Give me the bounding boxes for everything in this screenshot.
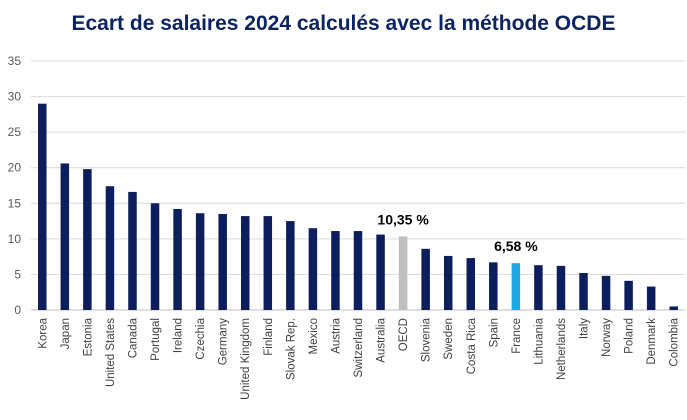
bar-poland (624, 280, 633, 310)
bar-slovenia (421, 248, 430, 310)
bar-korea (38, 103, 47, 310)
bar-costa-rica (466, 258, 476, 310)
x-tick-label: France (511, 318, 523, 354)
x-tick-label: Portugal (150, 318, 162, 361)
y-tick-label: 5 (14, 267, 21, 281)
bar-ireland (173, 208, 182, 310)
x-tick-label: Sweden (443, 318, 455, 360)
x-tick-label: Italy (579, 318, 591, 339)
bar-canada (128, 191, 137, 310)
bar-colombia (669, 306, 678, 310)
y-axis: 0 5 10 15 20 25 30 35 (8, 54, 22, 317)
bar-france (511, 263, 521, 310)
x-tick-label: Norway (601, 318, 613, 357)
category-labels: Korea Japan Estonia United States Canada Port… (37, 317, 680, 399)
y-tick-label: 25 (8, 125, 22, 139)
bar-norway (601, 275, 611, 310)
x-tick-label: Canada (127, 317, 139, 358)
x-tick-label: United Kingdom (240, 318, 252, 400)
y-tick-label: 10 (8, 232, 22, 246)
bars (38, 103, 678, 310)
x-tick-label: Spain (488, 318, 500, 347)
x-tick-label: Slovak Rep. (285, 318, 297, 380)
x-tick-label: Slovenia (421, 317, 433, 362)
bar-denmark (646, 286, 656, 310)
bar-slovak-rep (286, 221, 295, 310)
annotation-oecd: 10,35 % (377, 211, 429, 227)
x-tick-label: Netherlands (556, 318, 568, 380)
bar-netherlands (556, 265, 566, 310)
bar-estonia (83, 169, 92, 310)
annotation-france: 6,58 % (494, 238, 538, 254)
x-tick-label: Czechia (195, 317, 207, 359)
x-tick-label: Finland (263, 318, 275, 356)
x-tick-label: United States (105, 318, 117, 387)
bar-united-states (105, 186, 115, 310)
bar-lithuania (534, 265, 543, 310)
x-tick-label: Korea (37, 317, 49, 348)
x-tick-label: OECD (398, 318, 410, 351)
bar-italy (579, 273, 588, 310)
x-tick-label: Ireland (173, 318, 185, 353)
bar-united-kingdom (240, 216, 250, 310)
x-tick-label: Denmark (646, 318, 658, 365)
bar-japan (60, 163, 70, 310)
x-tick-label: Poland (624, 318, 636, 354)
x-tick-label: Australia (376, 317, 388, 362)
bar-switzerland (353, 231, 363, 310)
annotations: 10,35 % 6,58 % (377, 211, 538, 254)
bar-oecd (398, 236, 408, 310)
x-tick-label: Austria (330, 317, 342, 353)
bar-sweden (443, 255, 453, 310)
y-tick-label: 0 (14, 303, 21, 317)
bar-spain (489, 262, 498, 310)
y-tick-label: 35 (8, 54, 22, 68)
x-tick-label: Lithuania (533, 317, 545, 364)
x-tick-label: Switzerland (353, 318, 365, 377)
x-tick-label: Estonia (82, 317, 94, 356)
x-tick-label: Colombia (669, 317, 681, 366)
x-tick-label: Mexico (308, 318, 320, 354)
bar-mexico (308, 228, 318, 310)
bar-austria (331, 231, 340, 310)
bar-czechia (195, 213, 205, 310)
x-tick-label: Japan (60, 318, 72, 349)
bar-australia (376, 234, 385, 310)
x-tick-label: Germany (218, 318, 230, 366)
chart-title: Ecart de salaires 2024 calculés avec la … (71, 12, 616, 35)
y-tick-label: 20 (8, 161, 22, 175)
x-tick-label: Costa Rica (466, 317, 478, 374)
bar-portugal (150, 203, 160, 310)
y-tick-label: 30 (8, 90, 22, 104)
y-tick-label: 15 (8, 196, 22, 210)
bar-finland (263, 216, 273, 310)
bar-germany (218, 213, 227, 310)
